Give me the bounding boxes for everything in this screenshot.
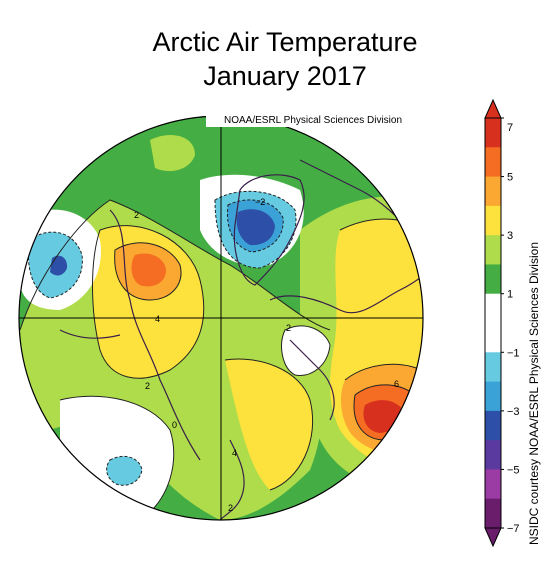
contour-lines [19, 199, 423, 520]
contour-label: 2 [145, 381, 150, 391]
colorbar-bin [485, 147, 501, 178]
colorbar-bin [485, 176, 501, 207]
colorbar-bin [485, 235, 501, 265]
contour-label: −2 [255, 197, 265, 207]
colorbar-bin [485, 381, 501, 412]
colorbar-bin [485, 469, 501, 500]
colorbar-tick-label: −1 [507, 347, 520, 359]
anomaly-region [255, 138, 278, 158]
map-title: Arctic Air Temperature [152, 27, 418, 57]
source-label: NOAA/ESRL Physical Sciences Division [224, 115, 402, 126]
contour-label: 0 [172, 420, 177, 430]
negative-contour-lines [27, 190, 297, 486]
contour-value-labels: 2 −2 4 2 2 0 4 2 6 [134, 197, 399, 513]
colorbar-bin [485, 498, 501, 529]
colorbar-tick-label: −7 [507, 523, 520, 535]
colorbar-tick-label: −3 [507, 406, 520, 418]
contour-label: 4 [232, 448, 237, 458]
anomaly-region [225, 359, 313, 490]
colorbar-bin [485, 323, 501, 353]
source-label-box [206, 111, 428, 127]
colorbar-bin [485, 410, 501, 441]
colorbar-bin [485, 293, 501, 324]
colorbar-tick-label: −5 [507, 464, 520, 476]
colorbar-tick-label: 5 [507, 172, 513, 184]
anomaly-region [281, 325, 330, 376]
anomaly-region [106, 456, 142, 486]
contour-label: 2 [134, 210, 139, 220]
colorbar-min-arrow [484, 527, 502, 548]
colorbar-tick-label: 1 [507, 289, 513, 301]
colorbar-bin [485, 205, 501, 236]
contour-label: 4 [155, 314, 160, 324]
contour-label: 6 [394, 379, 399, 389]
image-credit: NSIDC courtesy NOAA/ESRL Physical Scienc… [527, 242, 541, 545]
contour-label: 2 [228, 503, 233, 513]
colorbar-bin [485, 352, 501, 383]
colorbar-max-arrow [484, 98, 502, 119]
colorbar-tick-label: 7 [507, 122, 513, 134]
coastlines [59, 159, 423, 520]
colorbar-tick-label: 3 [507, 230, 513, 242]
anomaly-region [131, 253, 166, 287]
anomaly-region [150, 135, 195, 172]
colorbar-bin [485, 264, 501, 295]
colorbar-bin [485, 440, 501, 470]
anomaly-region [236, 209, 275, 246]
map-subtitle: January 2017 [203, 61, 367, 91]
colorbar-bin [485, 118, 501, 148]
contour-label: 2 [286, 323, 291, 333]
